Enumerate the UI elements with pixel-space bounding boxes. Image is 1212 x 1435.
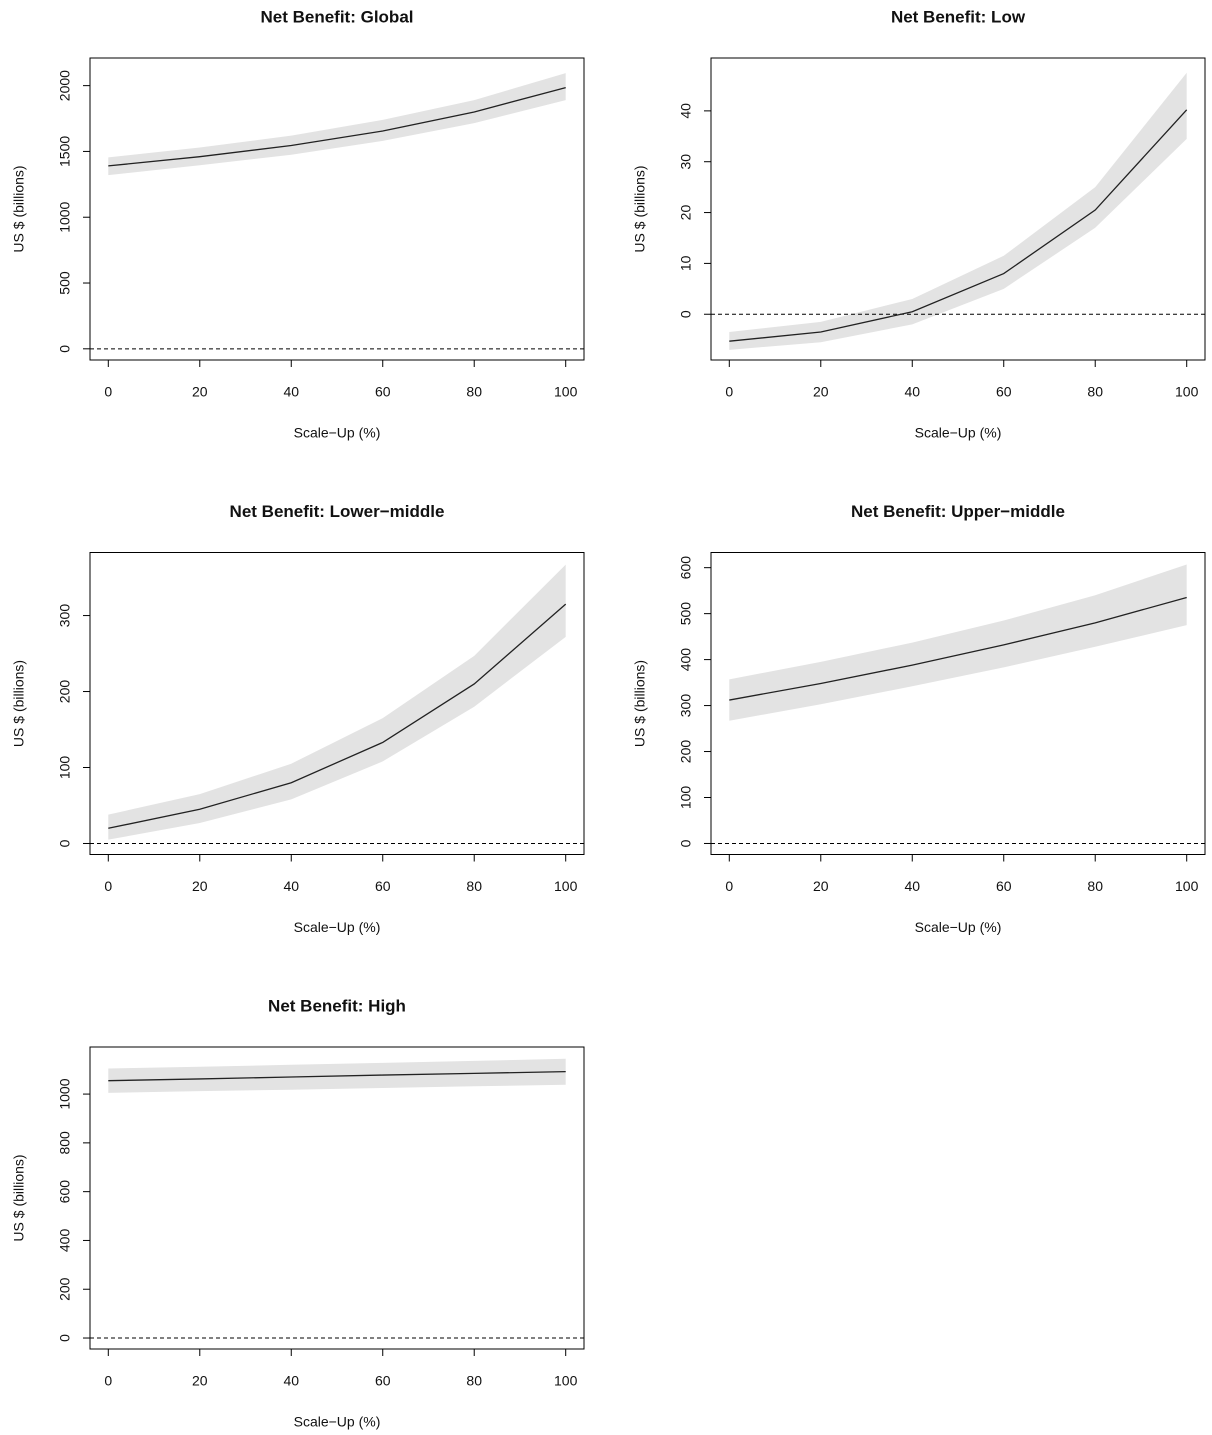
chart-title: Net Benefit: Low — [891, 7, 1026, 26]
y-tick-label: 0 — [57, 1334, 73, 1342]
confidence-band — [108, 73, 566, 176]
line — [108, 603, 567, 829]
plot-frame — [89, 57, 585, 361]
x-tick-label: 20 — [813, 384, 829, 400]
y-tick-label: 200 — [57, 1277, 73, 1301]
y-tick-label: 20 — [678, 205, 694, 221]
x-tick-label: 100 — [1175, 878, 1199, 894]
y-tick-label: 1000 — [57, 201, 73, 232]
x-tick-label: 100 — [554, 1373, 578, 1389]
x-tick-label: 40 — [904, 878, 920, 894]
plot-frame — [710, 552, 1206, 855]
x-tick-label: 80 — [466, 1373, 482, 1389]
x-axis-label: Scale−Up (%) — [294, 919, 381, 935]
x-tick-label: 0 — [104, 384, 112, 400]
chart-title: Net Benefit: Lower−middle — [230, 502, 445, 521]
x-tick-label: 80 — [1087, 878, 1103, 894]
y-tick-label: 2000 — [57, 70, 73, 101]
x-tick-label: 100 — [554, 384, 578, 400]
x-tick-label: 100 — [1175, 384, 1199, 400]
plot-frame — [89, 552, 585, 855]
y-tick-label: 30 — [678, 154, 694, 170]
x-tick-label: 80 — [466, 384, 482, 400]
x-tick-label: 80 — [466, 878, 482, 894]
y-tick-label: 0 — [57, 345, 73, 353]
x-tick-label: 0 — [104, 1373, 112, 1389]
x-axis-label: Scale−Up (%) — [915, 919, 1002, 935]
x-tick-label: 20 — [192, 878, 208, 894]
y-tick-label: 0 — [57, 839, 73, 847]
x-tick-label: 60 — [375, 384, 391, 400]
y-axis-label: US $ (billions) — [11, 660, 27, 747]
y-tick-label: 0 — [678, 310, 694, 318]
x-tick-label: 40 — [904, 384, 920, 400]
y-axis-label: US $ (billions) — [632, 165, 648, 252]
y-axis-label: US $ (billions) — [11, 1154, 27, 1241]
y-tick-label: 10 — [678, 255, 694, 271]
x-tick-label: 60 — [996, 878, 1012, 894]
x-tick-label: 60 — [996, 384, 1012, 400]
y-tick-label: 200 — [678, 740, 694, 764]
y-tick-label: 300 — [678, 694, 694, 718]
y-tick-label: 40 — [678, 103, 694, 119]
y-tick-label: 100 — [678, 786, 694, 810]
x-tick-label: 20 — [192, 384, 208, 400]
y-tick-label: 100 — [57, 756, 73, 780]
y-tick-label: 300 — [57, 604, 73, 628]
line — [108, 1070, 566, 1082]
line — [108, 86, 566, 167]
x-tick-label: 40 — [283, 1373, 299, 1389]
x-axis-label: Scale−Up (%) — [294, 425, 381, 441]
line — [729, 109, 1188, 342]
plot-frame — [89, 1046, 585, 1350]
y-tick-label: 600 — [57, 1180, 73, 1204]
y-tick-label: 500 — [678, 602, 694, 626]
x-tick-label: 60 — [375, 878, 391, 894]
y-tick-label: 200 — [57, 680, 73, 704]
y-tick-label: 400 — [678, 648, 694, 672]
y-tick-label: 0 — [678, 839, 694, 847]
y-tick-label: 800 — [57, 1131, 73, 1155]
x-axis-label: Scale−Up (%) — [294, 1414, 381, 1430]
chart-title: Net Benefit: High — [268, 996, 406, 1015]
x-tick-label: 20 — [813, 878, 829, 894]
chart-title: Net Benefit: Global — [260, 7, 413, 26]
x-tick-label: 0 — [725, 878, 733, 894]
y-tick-label: 500 — [57, 271, 73, 295]
confidence-band — [729, 72, 1187, 350]
confidence-band — [108, 564, 566, 840]
x-tick-label: 80 — [1087, 384, 1103, 400]
y-tick-label: 400 — [57, 1229, 73, 1253]
y-tick-label: 1000 — [57, 1078, 73, 1109]
x-tick-label: 20 — [192, 1373, 208, 1389]
y-tick-label: 600 — [678, 556, 694, 580]
x-tick-label: 0 — [104, 878, 112, 894]
x-tick-label: 60 — [375, 1373, 391, 1389]
x-tick-label: 0 — [725, 384, 733, 400]
x-tick-label: 40 — [283, 384, 299, 400]
y-tick-label: 1500 — [57, 136, 73, 167]
y-axis-label: US $ (billions) — [11, 165, 27, 252]
line — [729, 596, 1187, 701]
chart-title: Net Benefit: Upper−middle — [851, 502, 1065, 521]
confidence-band — [729, 564, 1187, 721]
x-tick-label: 40 — [283, 878, 299, 894]
plot-frame — [710, 57, 1206, 361]
x-axis-label: Scale−Up (%) — [915, 425, 1002, 441]
y-axis-label: US $ (billions) — [632, 660, 648, 747]
x-tick-label: 100 — [554, 878, 578, 894]
